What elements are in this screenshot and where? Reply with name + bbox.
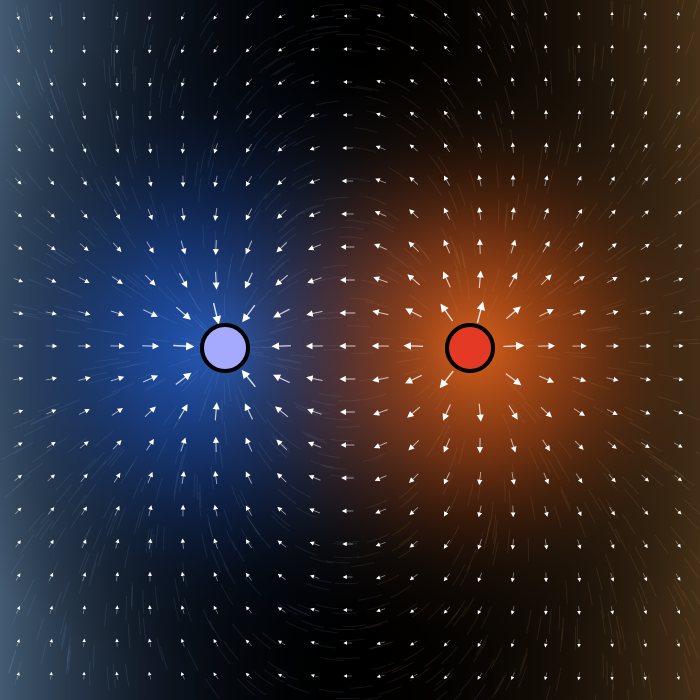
field-streak bbox=[689, 343, 700, 344]
positive-charge-disc bbox=[447, 325, 493, 371]
negative-charge bbox=[202, 325, 248, 371]
field-streak bbox=[607, 661, 608, 685]
field-streak bbox=[224, 293, 225, 317]
field-streak bbox=[224, 381, 225, 405]
field-arrow bbox=[405, 346, 423, 347]
negative-charge-disc bbox=[202, 325, 248, 371]
positive-charge bbox=[447, 325, 493, 371]
field-streak bbox=[573, 47, 574, 71]
field-arrow bbox=[216, 240, 217, 254]
field-arrow bbox=[273, 346, 291, 347]
